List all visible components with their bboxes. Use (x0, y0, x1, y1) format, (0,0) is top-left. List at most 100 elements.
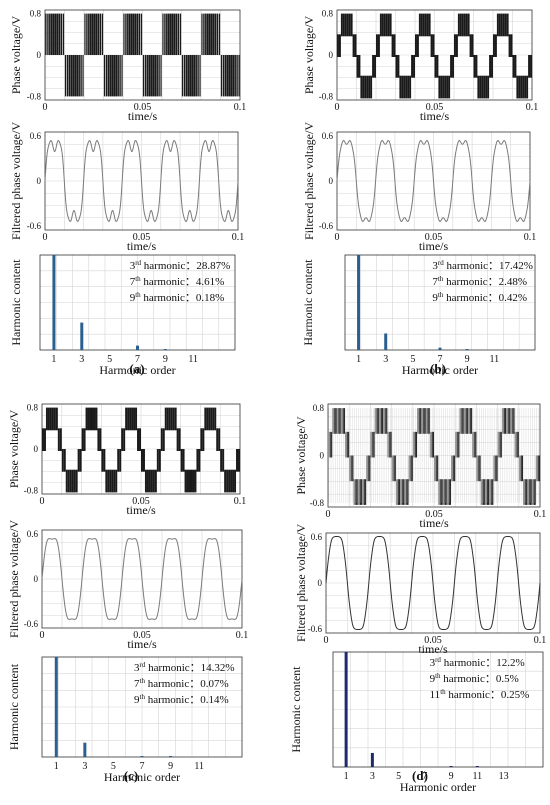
x-axis-label: time/s (126, 503, 156, 517)
pwm-pulse (344, 13, 347, 37)
pwm-pulse-overlay (449, 408, 451, 503)
pwm-pulse (148, 469, 151, 493)
x-tick-label: 7 (422, 771, 427, 782)
pwm-pulse-overlay (398, 408, 400, 503)
pwm-pulse (413, 55, 415, 78)
harmonic-annotation: 3rd harmonic：17.42% (432, 259, 533, 272)
pwm-pulse (56, 13, 59, 56)
pwm-pulse (194, 469, 197, 493)
x-tick-label: 7 (438, 354, 443, 365)
pwm-pulse-overlay (485, 408, 487, 503)
pwm-pulse (51, 407, 54, 431)
y-tick-label: 0.8 (313, 403, 325, 413)
pwm-pulse (63, 449, 66, 472)
pwm-pulse (222, 55, 225, 97)
pwm-pulse-overlay (413, 408, 414, 503)
pwm-pulse (216, 13, 219, 56)
pwm-pulse (95, 407, 98, 431)
pwm-pulse-overlay (330, 408, 332, 503)
pwm-pulse-overlay (530, 408, 531, 503)
pwm-pulse (467, 13, 470, 37)
x-axis-label: Harmonic order (99, 363, 175, 377)
x-tick-label: 0.1 (534, 509, 547, 520)
pwm-pulse (481, 75, 484, 99)
pwm-pulse (178, 428, 181, 451)
pwm-pulse-overlay (347, 408, 349, 503)
y-axis-label: Harmonic content (301, 259, 315, 346)
pwm-pulse (89, 407, 92, 431)
pwm-pulse (65, 469, 68, 493)
pwm-pulse (354, 34, 357, 57)
pwm-pulse (164, 407, 167, 431)
y-tick-label: 0 (318, 578, 323, 588)
pwm-pulse-overlay (411, 408, 412, 503)
y-axis-label: Filtered phase voltage/V (302, 122, 316, 240)
harmonic-bar (384, 333, 388, 350)
pwm-pulse (99, 428, 102, 451)
pwm-pulse (230, 55, 233, 97)
pwm-pulse (411, 55, 414, 78)
y-tick-label: 0 (329, 50, 334, 60)
pwm-pulse (201, 13, 203, 56)
pwm-pulse (89, 13, 92, 56)
pwm-pulse (91, 13, 94, 56)
pwm-pulse-overlay (430, 408, 431, 503)
pwm-pulse (49, 13, 51, 56)
pwm-pulse (82, 55, 84, 97)
pwm-pulse (459, 13, 462, 37)
pwm-pulse (346, 13, 349, 37)
pwm-pulse (457, 13, 460, 37)
pwm-pulse (167, 13, 170, 56)
pwm-pulse (53, 407, 56, 431)
pwm-pulse (185, 55, 188, 97)
pwm-pulse (206, 13, 209, 56)
pwm-pulse-overlay (534, 408, 535, 503)
pwm-pulse (70, 55, 73, 97)
harmonic-annotation: 9th harmonic：0.14% (134, 693, 229, 706)
pwm-pulse (72, 55, 75, 97)
pwm-pulse (506, 13, 509, 37)
pwm-pulse (160, 428, 163, 451)
pwm-pulse (203, 13, 205, 56)
pwm-pulse (516, 75, 519, 99)
pwm-pulse (172, 407, 175, 431)
pwm-pulse (137, 428, 140, 451)
pwm-pulse-overlay (523, 408, 525, 503)
x-tick-label: 5 (410, 354, 415, 365)
pwm-pulse-overlay (521, 408, 523, 503)
pwm-pulse (199, 55, 201, 97)
y-tick-label: -0.8 (27, 91, 42, 101)
x-axis-label: time/s (419, 239, 449, 253)
pwm-pulse (454, 34, 456, 57)
pwm-pulse (77, 449, 80, 472)
x-tick-label: 5 (396, 771, 401, 782)
pwm-pulse (61, 449, 64, 472)
pwm-pulse (381, 13, 384, 37)
pwm-pulse (197, 55, 199, 97)
pwm-pulse (86, 13, 88, 56)
harmonic-bar (54, 657, 58, 757)
pwm-pulse (129, 407, 132, 431)
pwm-pulse (520, 75, 523, 99)
pwm-pulse (234, 55, 236, 97)
pwm-pulse-overlay (517, 408, 518, 503)
y-tick-label: 0 (34, 444, 39, 454)
pwm-pulse (55, 407, 58, 431)
pwm-pulse (74, 55, 77, 97)
pwm-pulse (183, 55, 186, 97)
pwm-pulse (158, 449, 161, 472)
pwm-pulse-overlay (432, 408, 434, 503)
pwm-pulse-overlay (373, 408, 374, 503)
pwm-pulse (131, 407, 134, 431)
pwm-pulse-overlay (354, 408, 355, 503)
pwm-pulse (493, 34, 495, 57)
pwm-pulse (150, 55, 153, 97)
pwm-pulse (218, 13, 221, 56)
x-tick-label: 3 (370, 771, 375, 782)
pwm-pulse (358, 55, 361, 78)
harmonic-annotation: 3rd harmonic：12.2% (430, 656, 525, 669)
pwm-pulse-overlay (383, 408, 385, 503)
pwm-pulse (162, 428, 165, 451)
y-tick-label: 0.6 (30, 131, 42, 141)
